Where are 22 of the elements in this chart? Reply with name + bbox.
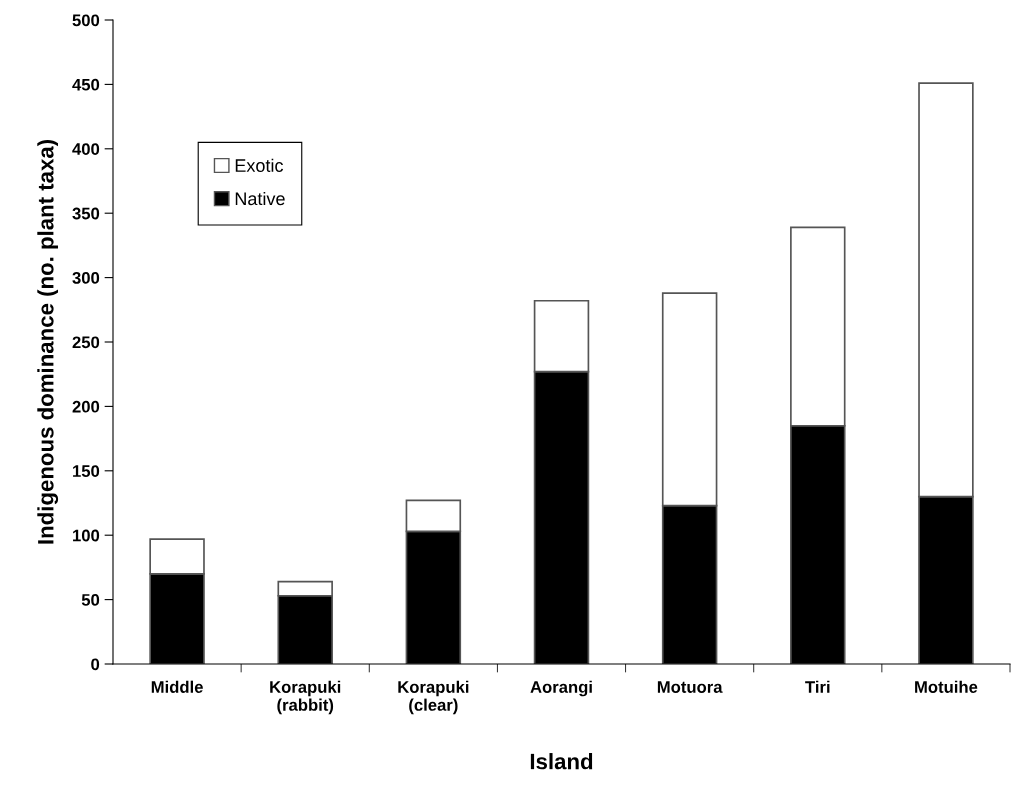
x-tick-label: Korapuki (clear) (398, 680, 469, 715)
y-tick-label: 150 (73, 465, 100, 477)
y-tick-label: 200 (72, 400, 100, 413)
y-tick-label: 450 (72, 78, 100, 91)
y-tick-label: 0 (91, 658, 100, 671)
y-tick-label: 250 (72, 336, 100, 349)
y-tick-label: 100 (73, 529, 100, 542)
y-tick-label: 400 (72, 143, 100, 155)
x-tick-label: Tiri (805, 680, 830, 693)
legend-label: Native (235, 191, 285, 206)
y-axis-title: Indigenous dominance (no. plant taxa) (37, 139, 59, 544)
x-axis-title: Island (530, 753, 593, 770)
y-tick-label: 50 (81, 594, 100, 606)
x-tick-label: Middle (151, 680, 203, 693)
x-tick-label: Motuora (657, 681, 723, 693)
legend-label: Exotic (235, 158, 284, 172)
x-tick-label: Aorangi (530, 680, 592, 697)
x-tick-label: Korapuki (rabbit) (270, 680, 341, 715)
y-tick-label: 350 (72, 207, 100, 220)
y-tick-label: 300 (72, 272, 100, 284)
y-tick-label: 500 (72, 14, 100, 27)
x-tick-label: Motuihe (915, 680, 978, 693)
